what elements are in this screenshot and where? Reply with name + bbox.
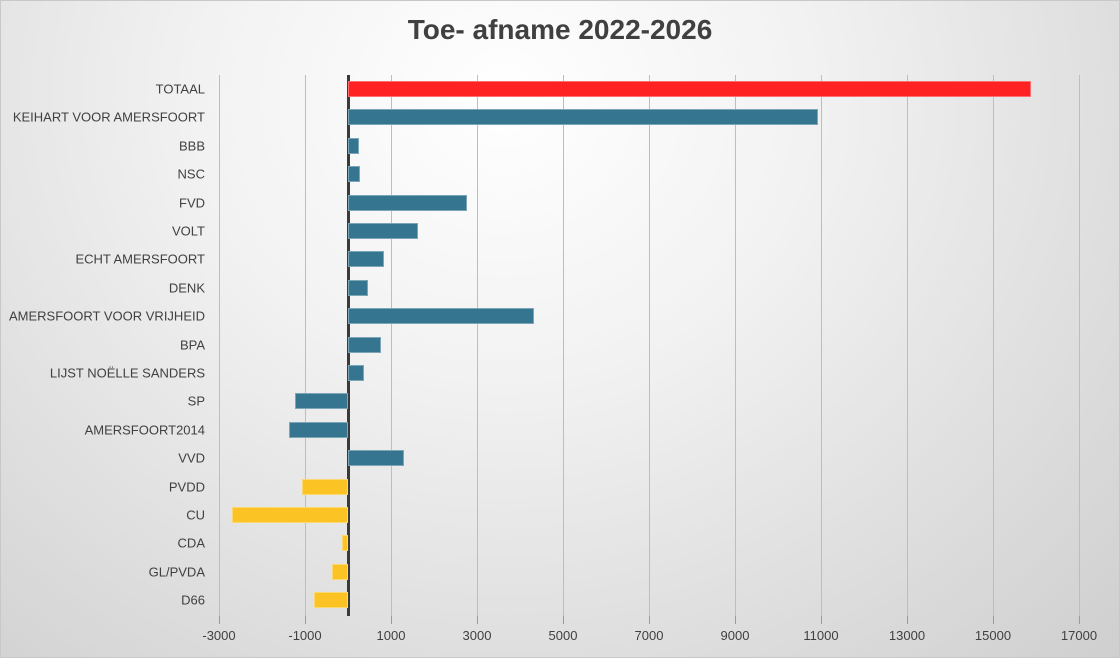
- x-tick: [907, 616, 908, 624]
- x-tick: [649, 616, 650, 624]
- bar: [348, 81, 1031, 97]
- gridline: [391, 75, 392, 616]
- category-label: FVD: [179, 195, 205, 211]
- bar: [348, 251, 385, 268]
- gridline: [907, 75, 908, 616]
- category-label: VVD: [178, 450, 205, 466]
- gridline: [305, 75, 306, 616]
- x-tick: [305, 616, 306, 624]
- bar: [348, 137, 359, 154]
- bar: [348, 450, 404, 467]
- bar: [348, 194, 468, 211]
- category-label: CDA: [177, 535, 205, 551]
- x-tick: [993, 616, 994, 624]
- x-tick: [563, 616, 564, 624]
- bar: [348, 308, 535, 325]
- gridline: [649, 75, 650, 616]
- bar: [348, 223, 419, 239]
- category-label: VOLT: [172, 223, 205, 239]
- x-tick-label: 1000: [376, 628, 406, 643]
- category-label: SP: [187, 393, 205, 409]
- category-label: NSC: [177, 166, 205, 182]
- gridline: [993, 75, 994, 616]
- bar: [301, 478, 348, 495]
- x-tick-label: 13000: [888, 628, 926, 643]
- bar: [341, 535, 348, 552]
- category-label: PVDD: [168, 479, 205, 495]
- bar: [295, 393, 348, 410]
- x-tick: [1079, 616, 1080, 624]
- x-tick: [391, 616, 392, 624]
- category-label: LIJST NOËLLE SANDERS: [49, 365, 205, 381]
- bar: [348, 109, 818, 126]
- gridline: [735, 75, 736, 616]
- x-tick: [821, 616, 822, 624]
- bar: [348, 279, 368, 296]
- x-tick-label: 7000: [634, 628, 664, 643]
- x-tick-label: -1000: [288, 628, 322, 643]
- category-label: BPA: [179, 337, 205, 353]
- bar: [348, 365, 364, 381]
- category-label: BBB: [178, 138, 205, 154]
- gridline: [219, 75, 220, 616]
- x-tick-label: 15000: [974, 628, 1012, 643]
- bar: [332, 563, 348, 580]
- bar: [314, 592, 348, 609]
- x-tick-label: 9000: [720, 628, 750, 643]
- x-tick: [219, 616, 220, 624]
- gridline: [563, 75, 564, 616]
- x-tick-label: 11000: [803, 628, 839, 643]
- x-tick: [477, 616, 478, 624]
- category-label: ECHT AMERSFOORT: [75, 251, 205, 267]
- x-tick-label: 3000: [462, 628, 492, 643]
- x-tick: [735, 616, 736, 624]
- gridline: [821, 75, 822, 616]
- x-tick-label: -3000: [202, 628, 236, 643]
- bar: [231, 507, 348, 523]
- x-tick-label: 5000: [548, 628, 578, 643]
- category-label: TOTAAL: [155, 81, 205, 97]
- chart-title: Toe- afname 2022-2026: [407, 14, 713, 45]
- x-tick-label: 17000: [1060, 628, 1098, 643]
- bar: [348, 336, 382, 353]
- category-label: D66: [181, 592, 205, 608]
- bar: [289, 421, 348, 438]
- category-label: GL/PVDA: [148, 564, 205, 580]
- category-label: KEIHART VOOR AMERSFOORT: [12, 109, 205, 125]
- category-label: AMERSFOORT VOOR VRIJHEID: [9, 308, 205, 324]
- category-label: DENK: [168, 280, 205, 296]
- bar: [348, 166, 361, 183]
- gridline: [477, 75, 478, 616]
- category-label: AMERSFOORT2014: [84, 422, 205, 438]
- category-label: CU: [186, 507, 205, 523]
- gridline: [1079, 75, 1080, 616]
